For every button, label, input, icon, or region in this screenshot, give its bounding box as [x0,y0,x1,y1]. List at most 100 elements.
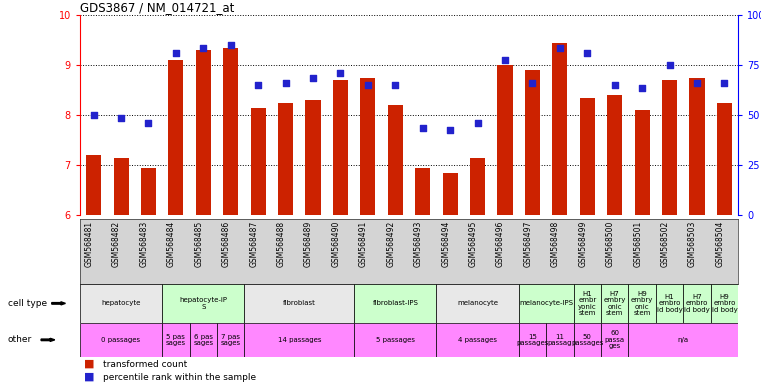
Bar [601,323,629,357]
Bar [354,284,437,323]
Bar [86,155,101,215]
Text: 50
passages: 50 passages [571,334,603,346]
Text: GSM568501: GSM568501 [633,221,642,267]
Bar [546,323,574,357]
Text: H7
embro
id body: H7 embro id body [684,294,710,313]
Point [472,120,484,126]
Bar [437,323,519,357]
Text: H1
embr
yonic
stem: H1 embr yonic stem [578,291,597,316]
Point [252,82,264,88]
Text: 11
passag: 11 passag [548,334,572,346]
Text: melanocyte: melanocyte [457,300,498,306]
Bar [601,284,629,323]
Text: GSM568488: GSM568488 [276,221,285,267]
Text: GSM568492: GSM568492 [387,221,395,267]
Text: 60
passa
ges: 60 passa ges [605,330,625,349]
Text: GSM568486: GSM568486 [221,221,231,267]
Point [197,45,209,51]
Text: GSM568490: GSM568490 [332,221,340,267]
Text: GSM568496: GSM568496 [496,221,505,267]
Text: GSM568494: GSM568494 [441,221,451,267]
Bar [437,284,519,323]
Bar [656,284,683,323]
Bar [244,284,354,323]
Point [636,85,648,91]
Text: 14 passages: 14 passages [278,337,321,343]
Bar [689,78,705,215]
Point [499,57,511,63]
Text: GSM568487: GSM568487 [249,221,258,267]
Bar [223,48,238,215]
Text: n/a: n/a [678,337,689,343]
Text: GSM568485: GSM568485 [194,221,203,267]
Bar [217,323,244,357]
Bar [552,43,568,215]
Bar [162,284,244,323]
Bar [519,284,574,323]
Bar [574,284,601,323]
Bar [388,105,403,215]
Point [389,82,401,88]
Bar [250,108,266,215]
Bar [80,323,162,357]
Point [691,80,703,86]
Text: transformed count: transformed count [103,359,187,369]
Text: 0 passages: 0 passages [101,337,141,343]
Bar [683,284,711,323]
Bar [416,167,430,215]
Bar [361,78,375,215]
Bar [443,173,457,215]
Bar [607,95,622,215]
Point [527,80,539,86]
Bar [354,323,437,357]
Bar [635,110,650,215]
Text: H7
embry
onic
stem: H7 embry onic stem [603,291,626,316]
Text: 5 passages: 5 passages [376,337,415,343]
Text: GSM568500: GSM568500 [606,221,615,267]
Bar [244,323,354,357]
Text: GSM568502: GSM568502 [661,221,670,267]
Text: GSM568497: GSM568497 [524,221,533,267]
Text: GSM568498: GSM568498 [551,221,560,267]
Bar [711,284,738,323]
Point [581,50,594,56]
Text: GSM568499: GSM568499 [578,221,587,267]
Bar [162,323,189,357]
Bar [168,60,183,215]
Text: GDS3867 / NM_014721_at: GDS3867 / NM_014721_at [80,1,234,14]
Text: percentile rank within the sample: percentile rank within the sample [103,372,256,382]
Bar [80,284,162,323]
Bar [525,70,540,215]
Point [334,70,346,76]
Text: melanocyte-IPS: melanocyte-IPS [519,300,573,306]
Text: cell type: cell type [8,299,46,308]
Point [718,80,731,86]
Point [554,45,566,51]
Text: GSM568503: GSM568503 [688,221,697,267]
Text: 4 passages: 4 passages [458,337,497,343]
Bar [629,284,656,323]
Bar [141,167,156,215]
Text: GSM568491: GSM568491 [359,221,368,267]
Bar [498,65,513,215]
Point [361,82,374,88]
Bar [470,157,486,215]
Text: hepatocyte-iP
S: hepatocyte-iP S [180,297,228,310]
Point [224,42,237,48]
Bar [580,98,595,215]
Point [142,120,154,126]
Bar [189,323,217,357]
Point [88,112,100,118]
Text: GSM568484: GSM568484 [167,221,176,267]
Text: 7 pas
sages: 7 pas sages [221,334,240,346]
Point [664,62,676,68]
Bar [717,103,732,215]
Text: GSM568489: GSM568489 [304,221,313,267]
Point [170,50,182,56]
Text: other: other [8,335,32,344]
Bar [305,100,320,215]
Text: 6 pas
sages: 6 pas sages [193,334,213,346]
Text: ■: ■ [84,359,94,369]
Bar [662,80,677,215]
Point [279,80,291,86]
